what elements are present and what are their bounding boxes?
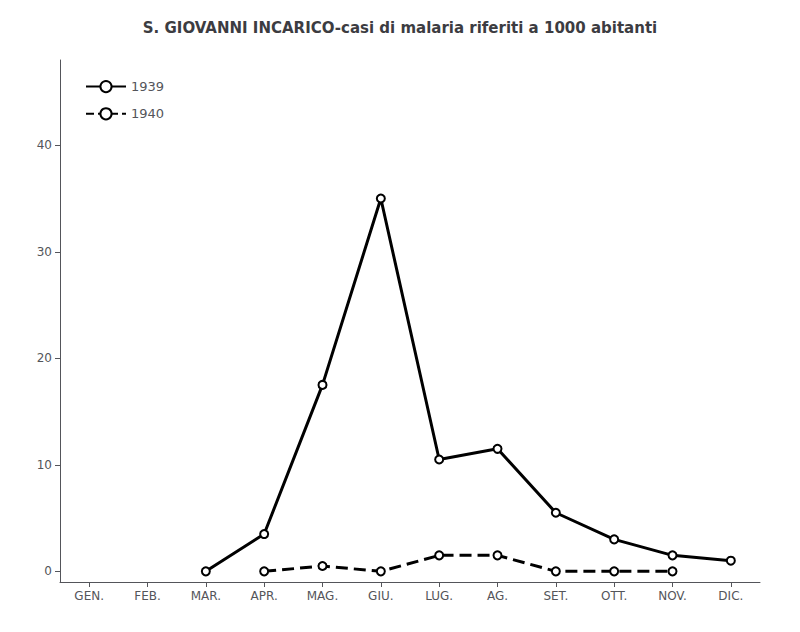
svg-text:FEB.: FEB. [134, 589, 161, 603]
svg-text:30: 30 [37, 245, 52, 259]
svg-text:10: 10 [37, 458, 52, 472]
svg-text:MAR.: MAR. [191, 589, 221, 603]
svg-text:S. GIOVANNI INCARICO-casi di m: S. GIOVANNI INCARICO-casi di malaria rif… [143, 19, 657, 37]
svg-text:1940: 1940 [131, 106, 164, 121]
svg-text:GIU.: GIU. [368, 589, 393, 603]
svg-text:0: 0 [44, 564, 52, 578]
svg-text:SET.: SET. [543, 589, 568, 603]
svg-text:OTT.: OTT. [601, 589, 627, 603]
svg-text:20: 20 [37, 351, 52, 365]
svg-text:MAG.: MAG. [307, 589, 338, 603]
svg-text:GEN.: GEN. [74, 589, 104, 603]
svg-text:APR.: APR. [251, 589, 278, 603]
svg-text:NOV.: NOV. [658, 589, 687, 603]
svg-text:1939: 1939 [131, 79, 164, 94]
svg-text:AG.: AG. [487, 589, 508, 603]
svg-text:40: 40 [37, 138, 52, 152]
svg-text:LUG.: LUG. [425, 589, 453, 603]
svg-text:DIC.: DIC. [718, 589, 743, 603]
